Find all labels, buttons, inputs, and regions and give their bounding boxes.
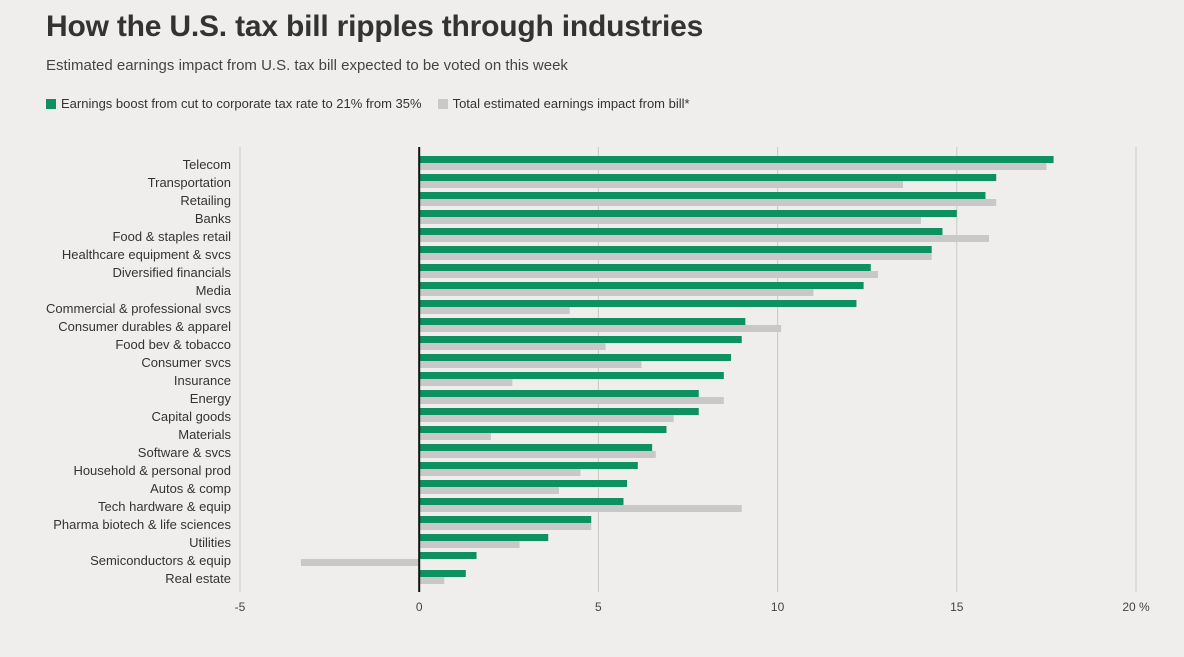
bar-boost	[419, 192, 986, 199]
bar-boost	[419, 318, 746, 325]
legend-item-total: Total estimated earnings impact from bil…	[437, 96, 690, 111]
bar-total	[419, 253, 932, 260]
bar-boost	[419, 228, 943, 235]
category-label: Media	[196, 283, 232, 298]
bar-boost	[419, 570, 466, 577]
bar-total	[419, 289, 814, 296]
bar-total	[419, 451, 656, 458]
bar-boost	[419, 246, 932, 253]
bar-boost	[419, 516, 592, 523]
category-label: Household & personal prod	[73, 463, 231, 478]
bar-boost	[419, 354, 732, 361]
bar-boost	[419, 264, 871, 271]
bar-total	[419, 307, 570, 314]
bar-boost	[419, 444, 653, 451]
category-label: Food & staples retail	[112, 229, 231, 244]
bar-total	[419, 577, 445, 584]
category-label: Autos & comp	[150, 481, 231, 496]
x-tick-label: 10	[771, 600, 785, 614]
bar-total	[419, 541, 520, 548]
chart-title: How the U.S. tax bill ripples through in…	[46, 10, 704, 43]
bar-boost	[419, 174, 997, 181]
bar-boost	[419, 156, 1054, 163]
bar-boost	[419, 552, 477, 559]
bar-total	[419, 181, 904, 188]
x-tick-label: -5	[235, 600, 246, 614]
legend-label-total: Total estimated earnings impact from bil…	[452, 96, 690, 111]
x-tick-label: 0	[416, 600, 423, 614]
bar-total	[419, 469, 581, 476]
bar-total	[300, 559, 420, 566]
category-label: Software & svcs	[138, 445, 232, 460]
category-label: Transportation	[148, 175, 231, 190]
category-label: Insurance	[174, 373, 231, 388]
bar-total	[419, 487, 559, 494]
chart-subtitle: Estimated earnings impact from U.S. tax …	[46, 57, 568, 74]
category-label: Energy	[190, 391, 232, 406]
category-label: Real estate	[165, 571, 231, 586]
bar-total	[419, 325, 782, 332]
x-tick-label: 15	[950, 600, 964, 614]
bar-total	[419, 271, 878, 278]
bar-boost	[419, 480, 628, 487]
category-label: Semiconductors & equip	[90, 553, 231, 568]
bar-boost	[419, 390, 699, 397]
bar-boost	[419, 210, 957, 217]
bar-total	[419, 505, 742, 512]
category-label: Pharma biotech & life sciences	[53, 517, 231, 532]
bar-total	[419, 397, 724, 404]
bar-total	[419, 199, 997, 206]
bar-total	[419, 163, 1047, 170]
category-label: Materials	[178, 427, 231, 442]
bar-boost	[419, 372, 724, 379]
category-label: Tech hardware & equip	[98, 499, 231, 514]
bar-total	[419, 361, 642, 368]
legend-swatch-boost	[46, 98, 56, 109]
legend-label-boost: Earnings boost from cut to corporate tax…	[61, 96, 422, 111]
category-label: Consumer svcs	[141, 355, 231, 370]
category-label: Telecom	[183, 157, 231, 172]
category-label: Diversified financials	[113, 265, 232, 280]
bar-total	[419, 343, 606, 350]
bar-boost	[419, 462, 638, 469]
category-label: Banks	[195, 211, 232, 226]
bar-boost	[419, 282, 864, 289]
bar-total	[419, 415, 674, 422]
bar-total	[419, 433, 491, 440]
category-label: Food bev & tobacco	[115, 337, 231, 352]
bar-total	[419, 379, 513, 386]
legend-swatch-total	[437, 98, 448, 109]
bar-boost	[419, 336, 742, 343]
category-label: Healthcare equipment & svcs	[62, 247, 232, 262]
category-label: Consumer durables & apparel	[58, 319, 231, 334]
x-tick-label: 5	[595, 600, 602, 614]
bar-total	[419, 523, 592, 530]
bar-boost	[419, 408, 699, 415]
bar-total	[419, 217, 921, 224]
bar-boost	[419, 534, 549, 541]
bar-boost	[419, 426, 667, 433]
legend: Earnings boost from cut to corporate tax…	[46, 96, 706, 111]
category-label: Commercial & professional svcs	[46, 301, 231, 316]
category-label: Capital goods	[152, 409, 232, 424]
category-label: Utilities	[189, 535, 231, 550]
x-tick-label: 20 %	[1122, 600, 1150, 614]
bar-boost	[419, 300, 857, 307]
bar-boost	[419, 498, 624, 505]
category-label: Retailing	[180, 193, 231, 208]
bar-total	[419, 235, 990, 242]
legend-item-boost: Earnings boost from cut to corporate tax…	[46, 96, 422, 111]
